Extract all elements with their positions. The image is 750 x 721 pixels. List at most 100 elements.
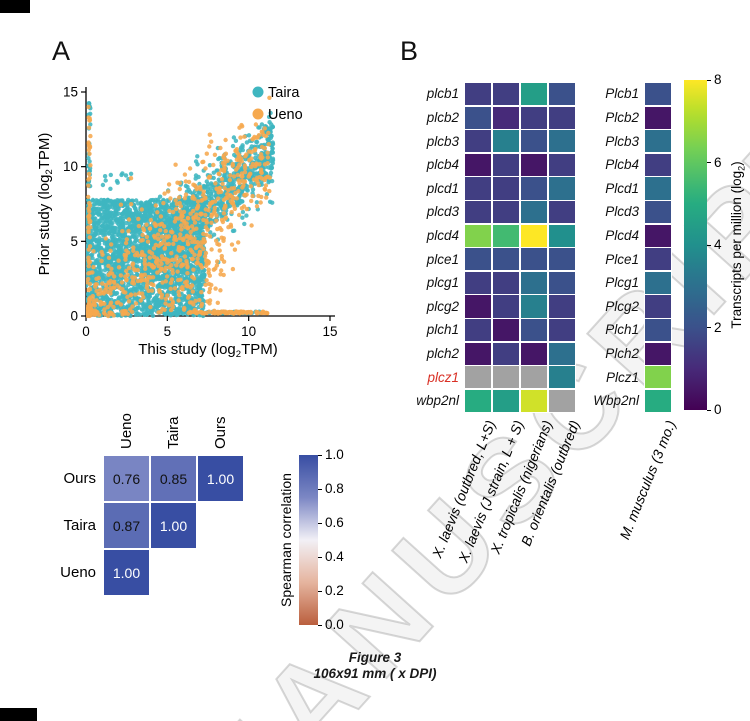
gene-label: plce1 [426, 251, 459, 267]
heatmap-cell [464, 365, 492, 390]
gene-label: Plcd4 [605, 227, 639, 243]
scatter-plot: 0 5 10 15 0 5 10 15 This study (log2TPM) Prior st… [36, 85, 338, 359]
expr-colorbar-tick-mark [707, 244, 711, 246]
heatmap-cell [548, 388, 576, 413]
heatmap-cell [548, 152, 576, 177]
expr-colorbar-tick-label: 4 [714, 237, 722, 252]
heatmap-cell [464, 176, 492, 201]
heatmap-cell [492, 365, 520, 390]
heatmap-cell [520, 247, 548, 272]
heatmap-cell [548, 176, 576, 201]
heatmap-cell [464, 318, 492, 343]
expr-colorbar-label: Transcripts per million (log2) [729, 161, 747, 329]
corr-colorbar-tick-mark [318, 590, 322, 592]
heatmap-col-label: B. orientalis (outbred) [517, 418, 583, 549]
corr-cell: 0.87 [103, 502, 150, 549]
corr-col-label: Ours [211, 416, 229, 449]
expr-colorbar-tick-mark [707, 327, 711, 328]
heatmap-cell [548, 318, 576, 343]
heatmap-cell [548, 341, 576, 366]
gene-label: plch2 [426, 345, 459, 361]
corr-colorbar [299, 455, 318, 625]
gene-label: plcb1 [426, 86, 459, 102]
heatmap-col-label: X. laevis (outbred, L+S) [429, 418, 499, 561]
heatmap-cell [644, 152, 672, 177]
expr-colorbar-tick-label: 6 [714, 154, 722, 170]
heatmap-cell [644, 176, 672, 201]
gene-label: wbp2nl [416, 393, 459, 409]
gene-label: plcb4 [426, 157, 459, 173]
gene-label: Plcd1 [605, 180, 639, 196]
expr-colorbar-tick-label: 2 [714, 319, 722, 335]
gene-label: Plcb1 [605, 86, 639, 102]
heatmap-col-label: X. tropicalis (nigerians) [486, 418, 555, 557]
heatmap-cell [492, 200, 520, 225]
heatmap-cell [464, 388, 492, 413]
heatmap-cell [520, 365, 548, 390]
corr-colorbar-tick-label: 0.0 [325, 617, 344, 632]
gene-label: plcb3 [426, 133, 459, 149]
heatmap-cell [520, 82, 548, 107]
heatmap-cell [644, 388, 672, 413]
panel-a-label: A [52, 36, 71, 66]
heatmap-cell [464, 200, 492, 225]
corr-colorbar-tick-mark [318, 488, 322, 490]
legend-label: Ueno [268, 107, 303, 123]
caption-size: 106x91 mm ( x DPI) [313, 666, 437, 681]
heatmap-col-label: X. laevis (J strain, L + S) [455, 418, 527, 566]
corr-colorbar-tick-mark [318, 522, 322, 524]
heatmap-cell [520, 341, 548, 366]
heatmap-cell [548, 294, 576, 319]
heatmap-cell [548, 247, 576, 272]
heatmap-cell [548, 105, 576, 130]
heatmap-cell [644, 82, 672, 107]
heatmap-cell [492, 270, 520, 295]
heatmap-cell [492, 129, 520, 154]
heatmap-cell [492, 223, 520, 248]
page-edge-artifact-top [0, 0, 30, 13]
heatmap-cell [548, 200, 576, 225]
heatmap-cell [520, 223, 548, 248]
heatmap-cell [464, 152, 492, 177]
figure-caption: Figure 3 106x91 mm ( x DPI) [0, 650, 750, 682]
heatmap-cell [644, 365, 672, 390]
corr-row-label: Ueno [60, 563, 96, 581]
heatmap-cell [492, 247, 520, 272]
gene-label: Plcd3 [605, 204, 639, 220]
series-Ueno [86, 95, 272, 319]
panel-b-label: B [400, 36, 419, 66]
gene-label: plcg2 [426, 298, 459, 314]
legend-swatch-Taira [252, 86, 264, 98]
corr-colorbar-label: Spearman correlation [278, 473, 294, 607]
heatmap-cell [464, 129, 492, 154]
corr-colorbar-tick-mark [318, 556, 322, 558]
scatter-legend: Taira Ueno [252, 85, 303, 123]
legend-swatch-Ueno [252, 108, 264, 120]
gene-label: Plce1 [605, 251, 639, 267]
heatmap-cell [520, 388, 548, 413]
heatmap-cell [464, 341, 492, 366]
heatmap-cell [464, 82, 492, 107]
y-tick-label: 10 [63, 159, 78, 174]
heatmap-cell [548, 129, 576, 154]
legend-label: Taira [268, 85, 300, 101]
gene-label: plcg1 [426, 275, 459, 291]
gene-label: Plcb3 [605, 133, 639, 149]
gene-label: Plcb2 [605, 109, 639, 125]
heatmap-cell [520, 176, 548, 201]
heatmap-cell [520, 200, 548, 225]
corr-colorbar-tick-label: 0.2 [325, 583, 344, 598]
heatmap-cell [548, 365, 576, 390]
expr-colorbar-tick-label: 0 [714, 402, 722, 417]
x-tick-label: 0 [82, 324, 90, 339]
page-edge-artifact-bottom [0, 708, 37, 721]
corr-colorbar-tick-label: 1.0 [325, 447, 344, 462]
expr-colorbar-tick-mark [707, 79, 711, 81]
heatmap-cell [492, 294, 520, 319]
heatmap-cell [548, 82, 576, 107]
heatmap-cell [644, 223, 672, 248]
corr-colorbar-tick-label: 0.8 [325, 481, 344, 496]
x-axis-title: This study (log2TPM) [138, 341, 278, 358]
gene-label: Plcz1 [605, 369, 639, 385]
expr-colorbar [684, 80, 707, 410]
